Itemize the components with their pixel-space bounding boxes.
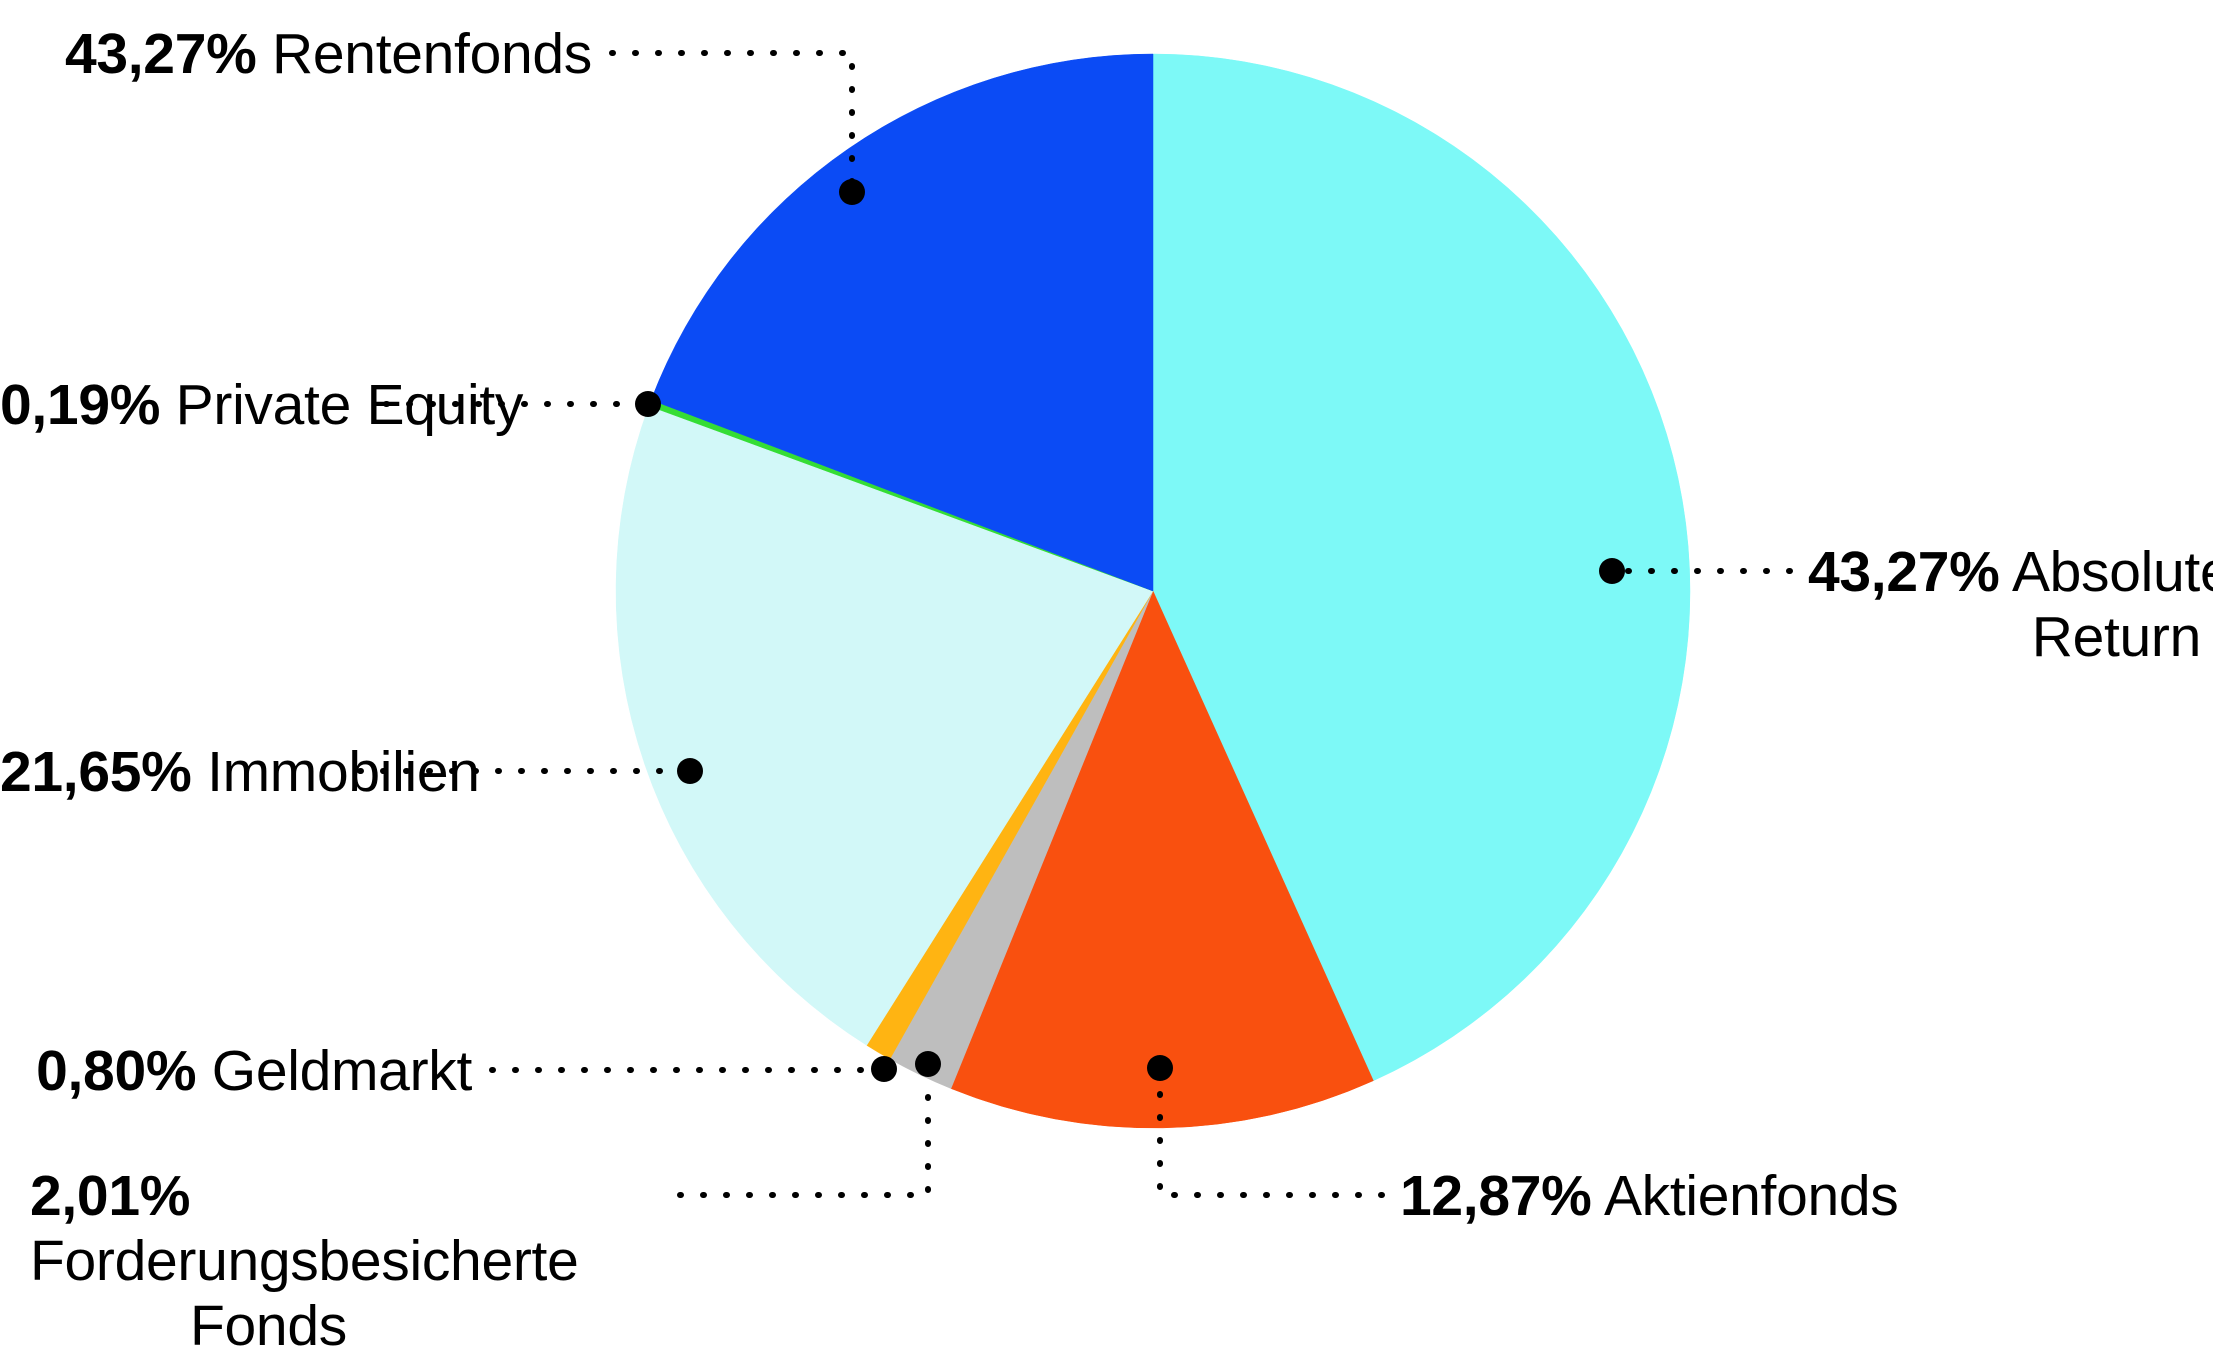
- pie-slice-immobilien[interactable]: [615, 405, 1154, 1046]
- leader-dots: [635, 179, 1625, 1082]
- pie-chart-figure: 43,27% Rentenfonds 0,19% Private Equity …: [0, 22, 2213, 1358]
- callout-name-private-equity: Private Equity: [175, 373, 524, 437]
- pie-slice-absolute-return[interactable]: [1152, 53, 1691, 1082]
- callout-label-aktienfonds: 12,87% Aktienfonds: [1400, 1164, 1899, 1229]
- leader-dot-geldmarkt: [871, 1056, 897, 1082]
- callout-name-forderungsbesicherte-fonds: Forderungsbesicherte: [30, 1228, 579, 1293]
- callout-name-absolute-return-line2: Return: [2031, 604, 2202, 669]
- callout-pct-forderungsbesicherte-fonds: 2,01%: [30, 1164, 191, 1228]
- callout-pct-private-equity: 0,19%: [0, 373, 161, 437]
- leader-line-rentenfonds: [609, 50, 855, 193]
- callout-pct-aktienfonds: 12,87%: [1400, 1164, 1592, 1228]
- leader-dot-immobilien: [677, 758, 703, 784]
- callout-pct-geldmarkt: 0,80%: [36, 1039, 197, 1103]
- leader-dot-aktienfonds: [1147, 1055, 1173, 1081]
- callout-name-aktienfonds: Aktienfonds: [1603, 1164, 1899, 1228]
- callout-label-immobilien: 21,65% Immobilien: [0, 740, 480, 805]
- leader-dot-forderungsbesicherte-fonds: [915, 1051, 941, 1077]
- leader-dot-private-equity: [635, 391, 661, 417]
- pie-slice-aktienfonds[interactable]: [950, 590, 1374, 1129]
- callout-name-absolute-return: Absolute: [2011, 540, 2213, 604]
- leader-line-aktienfonds: [1157, 1075, 1385, 1198]
- callout-label-absolute-return: 43,27% Absolute Return: [1808, 540, 2213, 670]
- callout-name-immobilien: Immobilien: [207, 740, 480, 804]
- pie-chart-canvas: [357, 50, 1793, 1198]
- callout-label-rentenfonds: 43,27% Rentenfonds: [0, 22, 592, 87]
- leader-line-forderungsbesicherte-fonds: [677, 1072, 931, 1198]
- callout-name-geldmarkt: Geldmarkt: [211, 1039, 473, 1103]
- callout-name-rentenfonds: Rentenfonds: [272, 22, 592, 86]
- leader-dot-absolute-return: [1599, 558, 1625, 584]
- callout-pct-absolute-return: 43,27%: [1808, 540, 2000, 604]
- callout-pct-immobilien: 21,65%: [0, 740, 192, 804]
- leader-lines: [357, 50, 1793, 1198]
- pie-slices: [615, 53, 1691, 1129]
- callout-label-forderungsbesicherte-fonds: 2,01% Forderungsbesicherte Fonds: [30, 1164, 670, 1359]
- pie-slice-rentenfonds[interactable]: [650, 53, 1154, 592]
- callout-pct-rentenfonds: 43,27%: [64, 22, 257, 86]
- callout-label-private-equity: 0,19% Private Equity: [0, 373, 523, 438]
- leader-dot-rentenfonds: [839, 179, 865, 205]
- callout-label-geldmarkt: 0,80% Geldmarkt: [0, 1039, 472, 1104]
- callout-name-forderungsbesicherte-fonds-line2: Fonds: [190, 1293, 347, 1358]
